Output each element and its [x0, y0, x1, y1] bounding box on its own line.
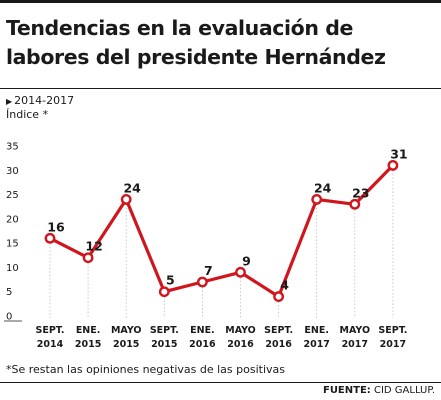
y-tick-label: 35 [6, 142, 19, 153]
y-tick-label: 5 [6, 287, 12, 298]
x-tick-label-year: 2016 [265, 339, 292, 350]
x-tick-label-month: ENE. [190, 325, 215, 336]
grid-lines [49, 170, 394, 318]
data-point [349, 198, 361, 210]
data-label: 24 [314, 180, 332, 195]
x-tick-label-year: 2017 [303, 339, 329, 350]
title-divider [0, 88, 441, 89]
series-polyline [48, 163, 395, 299]
source-credit: FUENTE: CID GALLUP. [323, 385, 435, 396]
data-label: 23 [352, 185, 369, 200]
x-tick-label-month: SEPT. [150, 325, 179, 336]
x-tick-label-month: MAYO [225, 325, 256, 336]
data-point [311, 194, 323, 205]
x-tick-label-month: MAYO [111, 325, 142, 336]
x-tick-label-year: 2015 [75, 339, 101, 350]
y-tick-label: 15 [6, 239, 19, 250]
y-axis: 0 5 10 15 20 25 30 35 [4, 142, 22, 323]
line-chart: 0 5 10 15 20 25 30 35 16 12 24 5 7 9 4 24 23 31 SEPT. 201… [4, 142, 408, 350]
x-tick-label-month: ENE. [76, 325, 101, 336]
data-point [235, 266, 246, 278]
top-rule [0, 0, 441, 3]
series-line [48, 163, 395, 299]
y-tick-label: 0 [6, 312, 12, 323]
data-label: 24 [123, 180, 141, 195]
date-range-label: ▶ 2014-2017 [6, 94, 74, 107]
x-tick-label-month: MAYO [340, 325, 371, 336]
source-label: FUENTE: [322, 385, 371, 396]
data-label: 5 [166, 273, 175, 288]
data-point [44, 232, 56, 244]
footnote: *Se restan las opiniones negativas de la… [6, 363, 285, 376]
x-axis: SEPT. 2014 ENE. 2015 MAYO 2015 SEPT. 2015 ENE. 20… [36, 325, 408, 350]
data-point [387, 160, 399, 171]
data-label: 31 [390, 146, 407, 161]
y-tick-label: 30 [6, 166, 19, 177]
data-label: 16 [47, 219, 65, 234]
source-divider [0, 382, 441, 383]
data-points [44, 160, 399, 302]
source-value: CID GALLUP. [373, 385, 435, 396]
y-tick-label: 25 [6, 190, 19, 201]
x-tick-label-year: 2016 [189, 339, 216, 350]
x-tick-label-year: 2017 [380, 339, 406, 350]
date-range-text: 2014-2017 [14, 94, 75, 107]
x-tick-label-month: ENE. [304, 325, 329, 336]
data-label: 7 [204, 263, 213, 278]
x-tick-label-month: SEPT. [36, 325, 65, 336]
x-tick-label-year: 2015 [113, 339, 139, 350]
unit-label: Índice * [6, 108, 49, 121]
data-labels: 16 12 24 5 7 9 4 24 23 31 [47, 146, 407, 292]
y-tick-label: 20 [6, 214, 19, 225]
y-tick-label: 10 [6, 263, 19, 274]
data-point [196, 276, 208, 288]
data-point [82, 252, 94, 264]
x-tick-label-month: SEPT. [378, 325, 407, 336]
x-tick-label-year: 2015 [151, 339, 177, 350]
data-label: 9 [242, 253, 251, 268]
data-point [273, 291, 284, 302]
data-point [158, 286, 170, 298]
x-tick-label-year: 2014 [37, 339, 64, 350]
chart-title: Tendencias en la evaluación de labores d… [6, 16, 386, 69]
data-label: 12 [85, 239, 102, 254]
data-label: 4 [280, 278, 289, 293]
x-tick-label-month: SEPT. [264, 325, 293, 336]
triangle-bullet-icon: ▶ [6, 97, 13, 106]
x-tick-label-year: 2017 [342, 339, 368, 350]
data-point [120, 194, 132, 205]
x-tick-label-year: 2016 [227, 339, 254, 350]
